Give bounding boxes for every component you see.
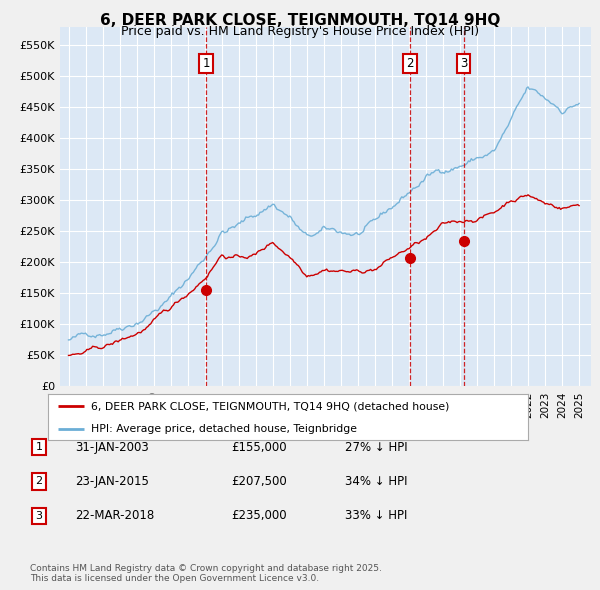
Text: 6, DEER PARK CLOSE, TEIGNMOUTH, TQ14 9HQ: 6, DEER PARK CLOSE, TEIGNMOUTH, TQ14 9HQ <box>100 13 500 28</box>
Text: 34% ↓ HPI: 34% ↓ HPI <box>345 475 407 488</box>
Text: 31-JAN-2003: 31-JAN-2003 <box>75 441 149 454</box>
Text: £207,500: £207,500 <box>231 475 287 488</box>
Text: 27% ↓ HPI: 27% ↓ HPI <box>345 441 407 454</box>
Text: 23-JAN-2015: 23-JAN-2015 <box>75 475 149 488</box>
Text: 1: 1 <box>35 442 43 452</box>
Text: 22-MAR-2018: 22-MAR-2018 <box>75 509 154 522</box>
Text: £155,000: £155,000 <box>231 441 287 454</box>
Text: 3: 3 <box>460 57 467 70</box>
Text: Contains HM Land Registry data © Crown copyright and database right 2025.
This d: Contains HM Land Registry data © Crown c… <box>30 563 382 583</box>
Text: 2: 2 <box>35 477 43 486</box>
Text: 2: 2 <box>406 57 413 70</box>
Text: 3: 3 <box>35 511 43 520</box>
Text: HPI: Average price, detached house, Teignbridge: HPI: Average price, detached house, Teig… <box>91 424 357 434</box>
Text: 6, DEER PARK CLOSE, TEIGNMOUTH, TQ14 9HQ (detached house): 6, DEER PARK CLOSE, TEIGNMOUTH, TQ14 9HQ… <box>91 401 449 411</box>
Text: £235,000: £235,000 <box>231 509 287 522</box>
Text: 33% ↓ HPI: 33% ↓ HPI <box>345 509 407 522</box>
Text: 1: 1 <box>202 57 210 70</box>
Text: Price paid vs. HM Land Registry's House Price Index (HPI): Price paid vs. HM Land Registry's House … <box>121 25 479 38</box>
